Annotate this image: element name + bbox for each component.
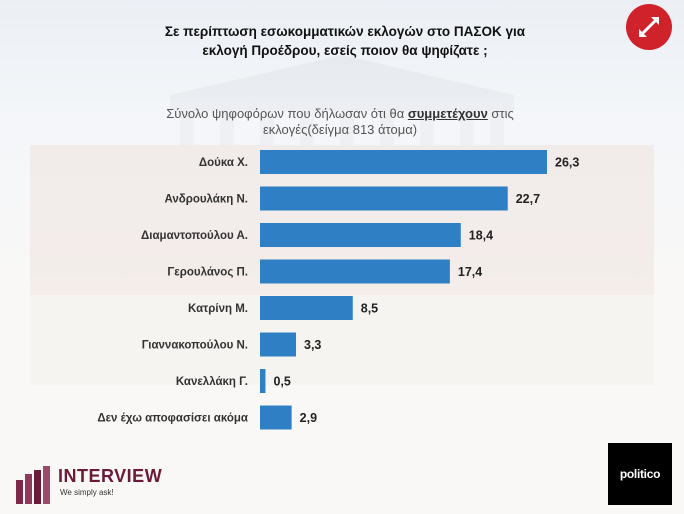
interview-logo-mark (16, 466, 50, 504)
expand-arrows-icon (639, 17, 659, 37)
bar (260, 186, 508, 211)
bar (260, 259, 450, 284)
category-label: Δεν έχω αποφασίσει ακόμα (97, 413, 248, 425)
chart-title: Σε περίπτωση εσωκομματικών εκλογών στο Π… (110, 22, 580, 60)
politico-logo: politico (608, 443, 672, 505)
bar (260, 369, 266, 393)
chart-title-line2: εκλογή Προέδρου, εσείς ποιον θα ψηφίζατε… (202, 43, 488, 58)
interview-logo: INTERVIEW We simply ask! (14, 466, 174, 506)
category-label: Διαμαντοπούλου Α. (141, 230, 248, 242)
category-label: Ανδρουλάκη Ν. (164, 194, 248, 206)
bar (260, 296, 353, 320)
category-label: Γιαννακοπούλου Ν. (142, 340, 248, 352)
bar (260, 332, 297, 357)
subtitle-text-pre: Σύνολο ψηφοφόρων που δήλωσαν ότι θα (166, 106, 408, 121)
politico-logo-text: politico (619, 467, 661, 481)
data-label: 2,9 (300, 411, 317, 425)
data-label: 3,3 (304, 338, 321, 352)
category-label: Κατρίνη Μ. (188, 303, 248, 315)
expand-button[interactable] (626, 4, 672, 50)
subtitle-text-post: στις (487, 106, 514, 121)
category-label: Γερουλάνος Π. (167, 267, 248, 279)
chart-title-line1: Σε περίπτωση εσωκομματικών εκλογών στο Π… (164, 24, 526, 39)
data-label: 8,5 (361, 302, 378, 316)
subtitle-line2: εκλογές(δείγμα 813 άτομα) (262, 122, 418, 137)
interview-logo-name: INTERVIEW (58, 466, 163, 486)
category-label: Κανελλάκη Γ. (176, 376, 248, 388)
bar (260, 223, 461, 247)
chart-subtitle: Σύνολο ψηφοφόρων που δήλωσαν ότι θα συμμ… (130, 106, 550, 138)
interview-logo-tagline: We simply ask! (60, 488, 114, 497)
bar (260, 405, 292, 430)
data-label: 18,4 (469, 229, 493, 243)
bar (260, 150, 547, 174)
data-label: 0,5 (273, 375, 290, 389)
category-label: Δούκα Χ. (199, 157, 248, 169)
data-label: 26,3 (555, 156, 579, 170)
data-label: 17,4 (458, 265, 482, 279)
subtitle-text-emphasis: συμμετέχουν (407, 106, 488, 121)
data-label: 22,7 (516, 192, 540, 206)
